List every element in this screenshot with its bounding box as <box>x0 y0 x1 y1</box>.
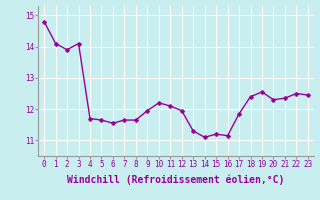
X-axis label: Windchill (Refroidissement éolien,°C): Windchill (Refroidissement éolien,°C) <box>67 175 285 185</box>
